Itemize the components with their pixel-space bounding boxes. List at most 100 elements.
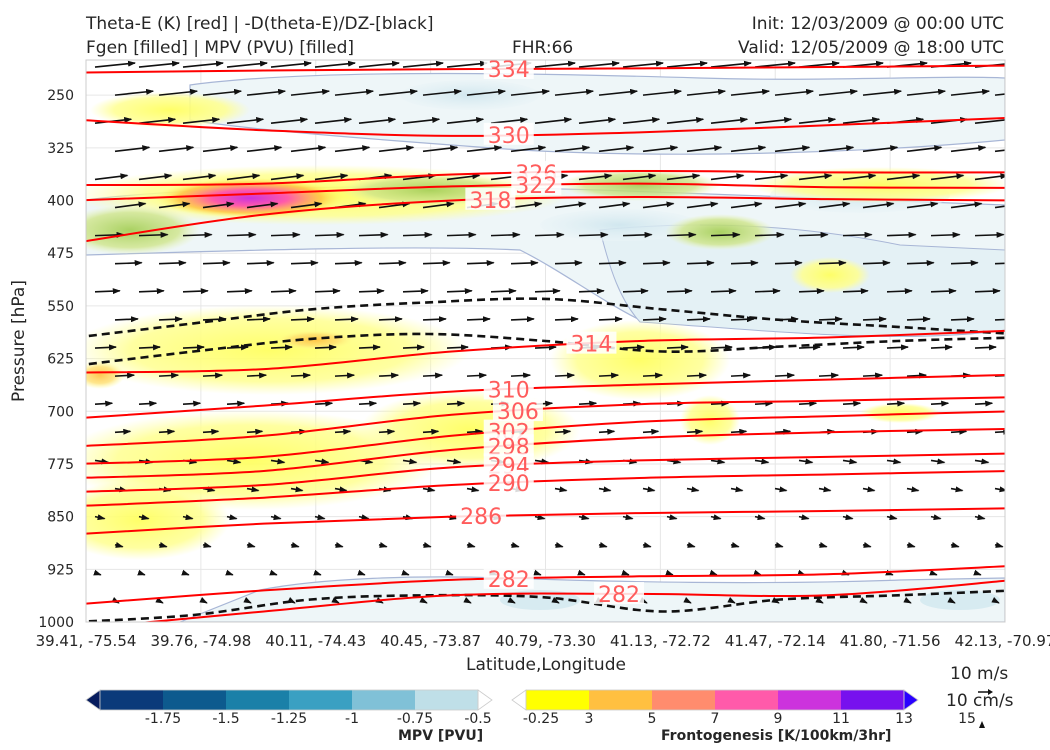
wind-vector <box>578 60 620 68</box>
wind-vector <box>818 145 855 153</box>
wind-vector <box>290 259 319 266</box>
wind-vector <box>138 117 177 125</box>
wind-vector <box>798 514 810 521</box>
wind-vector <box>906 88 947 96</box>
x-tick-label: 40.79, -73.30 <box>495 632 596 650</box>
wind-vector <box>554 259 583 266</box>
wind-vector <box>226 60 268 68</box>
fgen-colorbar-tick-label: 7 <box>711 711 720 727</box>
wind-vector <box>290 88 331 96</box>
theta-e-contour <box>86 195 1005 243</box>
wind-vector <box>290 372 312 379</box>
wind-vector <box>974 458 990 465</box>
wind-vector <box>334 542 344 548</box>
wind-vector <box>994 318 1005 321</box>
wind-vector <box>906 486 920 493</box>
wind-vector <box>730 145 767 153</box>
wind-vector <box>94 400 114 407</box>
wind-vector <box>510 316 535 323</box>
wind-vector <box>463 597 472 604</box>
theta-e-label: 290 <box>488 472 530 497</box>
theta-e-contour <box>86 396 1005 447</box>
wind-vector <box>270 344 293 351</box>
wind-vector <box>950 145 987 153</box>
mpv-colorbar-label: MPV [PVU] <box>398 728 484 744</box>
wind-vector <box>334 372 356 379</box>
theta-e-label-background <box>483 122 534 145</box>
wind-vector <box>554 88 595 96</box>
wind-vector <box>446 173 481 181</box>
wind-vector <box>598 428 616 435</box>
wind-vector <box>886 344 909 351</box>
wind-vector <box>994 149 1005 153</box>
wind-vector <box>798 458 814 465</box>
mpv-colorbar: -1.75 -1.5 -1.25 -1 -0.75 -0.5 -0.25 <box>85 689 559 727</box>
wind-vector <box>950 428 968 435</box>
wind-vector <box>818 542 828 548</box>
theta-e-label: 330 <box>488 124 530 149</box>
wind-vector <box>182 60 224 68</box>
wind-vector <box>798 231 829 238</box>
wind-vector <box>182 344 205 351</box>
y-tick-label: 775 <box>47 457 74 473</box>
wind-vector <box>182 173 217 181</box>
x-tick-label: 41.80, -71.56 <box>840 632 941 650</box>
wind-vector <box>709 569 718 576</box>
wind-vector <box>862 259 891 266</box>
wind-vector <box>246 201 279 209</box>
wind-vector <box>114 259 143 266</box>
y-tick-label: 250 <box>47 88 74 104</box>
wind-vector <box>710 400 730 407</box>
wind-vector <box>950 201 983 209</box>
x-tick-label: 39.76, -74.98 <box>150 632 251 650</box>
wind-vector <box>906 428 924 435</box>
wind-vector <box>930 173 965 181</box>
wind-vector <box>466 542 476 548</box>
wind-vector <box>974 344 997 351</box>
wind-vector <box>686 259 715 266</box>
wind-vector <box>466 316 491 323</box>
wind-key-horizontal-arrowhead <box>988 689 993 695</box>
fgen-colorbar-swatch <box>715 690 779 710</box>
theta-e-label: 286 <box>460 505 502 530</box>
wind-vector <box>994 262 1005 265</box>
wind-vector <box>334 428 352 435</box>
wind-vector <box>842 173 877 181</box>
x-tick-label: 41.13, -72.72 <box>610 632 711 650</box>
wind-vector <box>930 344 953 351</box>
wind-vector <box>466 428 484 435</box>
wind-vector <box>182 117 221 125</box>
wind-vector <box>578 400 598 407</box>
wind-vector <box>510 372 532 379</box>
wind-vector <box>818 316 843 323</box>
wind-vector <box>774 201 807 209</box>
wind-vector <box>798 400 818 407</box>
wind-vector <box>950 316 975 323</box>
wind-vector <box>402 117 441 125</box>
mpv-colorbar-tick-label: -1.75 <box>145 711 181 727</box>
wind-vector <box>730 316 755 323</box>
wind-vector <box>158 145 195 153</box>
wind-vector <box>666 514 678 521</box>
wind-vector <box>886 514 898 521</box>
wind-vector <box>246 542 256 548</box>
x-axis-ticks: 39.41, -75.54 39.76, -74.98 40.11, -74.43 4… <box>36 632 1050 650</box>
wind-vector <box>974 400 994 407</box>
wind-vector <box>818 201 851 209</box>
wind-vector <box>94 231 125 238</box>
wind-vector <box>358 231 389 238</box>
wind-vector <box>490 288 517 295</box>
theta-e-contour <box>86 507 1005 535</box>
theta-e-label-background <box>465 187 516 210</box>
wind-vector <box>642 428 660 435</box>
wind-vector <box>290 201 323 209</box>
wind-vector <box>622 231 653 238</box>
wind-vector <box>402 60 444 68</box>
wind-vector <box>270 288 297 295</box>
wind-vector <box>842 400 862 407</box>
wind-vector <box>710 458 726 465</box>
theta-e-label: 314 <box>570 333 612 358</box>
wind-vector <box>490 231 521 238</box>
wind-vector <box>930 458 946 465</box>
